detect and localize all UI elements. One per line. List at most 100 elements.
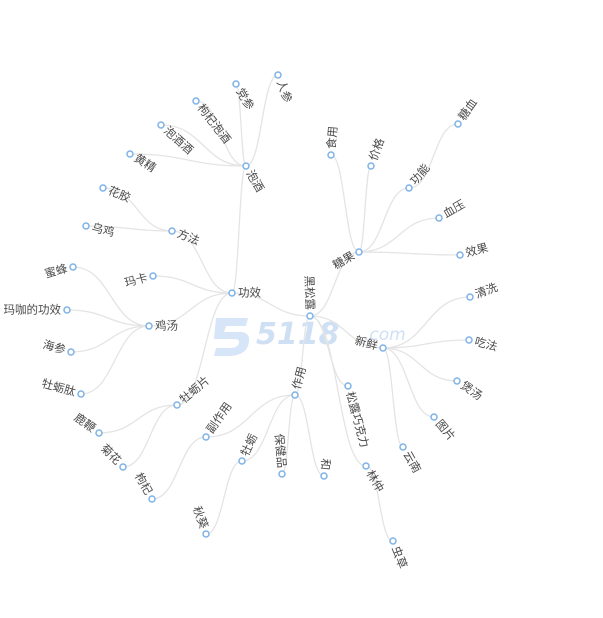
tree-node[interactable]: 食用: [324, 125, 340, 159]
tree-node[interactable]: 党参: [232, 80, 257, 113]
node-dot[interactable]: [69, 263, 77, 271]
node-dot[interactable]: [157, 121, 165, 129]
node-dot[interactable]: [466, 293, 474, 301]
node-label: 鹿鞭: [72, 410, 99, 435]
tree-node[interactable]: 黑松露: [302, 275, 317, 320]
node-dot[interactable]: [202, 530, 210, 538]
node-dot[interactable]: [77, 390, 85, 398]
node-dot[interactable]: [362, 462, 370, 470]
node-dot[interactable]: [173, 401, 181, 409]
node-dot[interactable]: [168, 227, 176, 235]
node-dot[interactable]: [145, 322, 153, 330]
node-dot[interactable]: [126, 150, 134, 158]
node-dot[interactable]: [82, 222, 90, 230]
tree-link: [382, 339, 470, 349]
node-dot[interactable]: [278, 470, 286, 478]
node-dot[interactable]: [99, 184, 107, 192]
node-dot[interactable]: [95, 429, 103, 437]
tree-node[interactable]: 功效: [228, 286, 261, 300]
tree-link: [171, 230, 233, 294]
node-dot[interactable]: [274, 71, 282, 79]
tree-node[interactable]: 价格: [366, 136, 387, 170]
tree-node[interactable]: 鸡汤: [145, 319, 178, 333]
tree-node[interactable]: 副作用: [202, 400, 235, 441]
tree-node[interactable]: 煲汤: [453, 377, 485, 403]
node-dot[interactable]: [367, 162, 375, 170]
tree-node[interactable]: 玛卡: [123, 270, 157, 290]
tree-node[interactable]: 乌鸡: [82, 220, 116, 239]
node-dot[interactable]: [405, 184, 413, 192]
node-dot[interactable]: [238, 457, 246, 465]
node-dot[interactable]: [399, 443, 407, 451]
tree-node[interactable]: 功能: [405, 161, 433, 192]
node-dot[interactable]: [389, 537, 397, 545]
node-label: 价格: [366, 136, 387, 163]
node-dot[interactable]: [306, 312, 314, 320]
tree-node[interactable]: 菊花: [98, 441, 127, 471]
tree-node[interactable]: 糖血: [454, 96, 480, 128]
node-label: 鸡汤: [155, 319, 178, 333]
tree-node[interactable]: 保健品: [272, 433, 289, 478]
tree-node[interactable]: 虫草: [389, 537, 410, 570]
tree-node[interactable]: 牡蛎肽: [40, 376, 85, 399]
node-dot[interactable]: [465, 336, 473, 344]
tree-node[interactable]: 牡蛎片: [173, 373, 212, 409]
tree-link: [245, 74, 279, 167]
tree-node[interactable]: 花胶: [99, 183, 133, 205]
tree-node[interactable]: 清洗: [466, 280, 500, 301]
node-label: 煲汤: [458, 378, 485, 403]
tree-node[interactable]: 枸杞: [132, 470, 156, 503]
tree-node[interactable]: 新鲜: [353, 333, 387, 353]
tree-link: [294, 394, 325, 477]
tree-node[interactable]: 和: [318, 458, 333, 480]
tree-node[interactable]: 吃法: [465, 334, 499, 354]
tree-node[interactable]: 效果: [456, 240, 490, 260]
node-label: 糖果: [330, 248, 357, 272]
node-dot[interactable]: [453, 377, 461, 385]
tree-node[interactable]: 林仲: [362, 462, 387, 494]
node-dot[interactable]: [327, 151, 335, 159]
node-dot[interactable]: [192, 97, 200, 105]
tree-node[interactable]: 蜜蜂: [43, 261, 77, 281]
node-dot[interactable]: [63, 306, 71, 314]
tree-node[interactable]: 人参: [274, 71, 295, 105]
tree-node[interactable]: 海参: [41, 337, 75, 357]
tree-node[interactable]: 糖果: [330, 248, 363, 272]
node-dot[interactable]: [454, 120, 462, 128]
node-label: 菊花: [98, 441, 125, 468]
node-dot[interactable]: [430, 413, 438, 421]
node-dot[interactable]: [379, 344, 387, 352]
tree-node[interactable]: 枸杞泡酒: [192, 97, 234, 146]
node-dot[interactable]: [435, 214, 443, 222]
node-dot[interactable]: [148, 495, 156, 503]
tree-link: [231, 165, 247, 294]
node-dot[interactable]: [232, 80, 240, 88]
tree-link: [70, 325, 150, 353]
node-dot[interactable]: [228, 289, 236, 297]
tree-node[interactable]: 泡酒: [242, 162, 267, 194]
node-dot[interactable]: [119, 463, 127, 471]
node-label: 人参: [274, 78, 295, 105]
tree-node[interactable]: 血压: [435, 197, 467, 222]
node-dot[interactable]: [320, 472, 328, 480]
tree-node[interactable]: 图片: [430, 413, 458, 443]
node-dot[interactable]: [456, 251, 464, 259]
tree-node[interactable]: 玛咖的功效: [4, 303, 71, 317]
tree-node[interactable]: 秋葵: [190, 504, 211, 538]
node-dot[interactable]: [344, 382, 352, 390]
node-dot[interactable]: [202, 433, 210, 441]
tree-node[interactable]: 云南: [399, 443, 424, 475]
node-label: 牡蛎: [238, 432, 260, 459]
node-dot[interactable]: [291, 391, 299, 399]
tree-node[interactable]: 松露巧克力: [343, 382, 372, 449]
tree-node[interactable]: 鹿鞭: [72, 410, 103, 437]
node-dot[interactable]: [242, 162, 250, 170]
tree-node[interactable]: 作用: [289, 365, 309, 399]
tree-node[interactable]: 方法: [168, 226, 202, 248]
node-label: 新鲜: [353, 333, 379, 353]
node-dot[interactable]: [149, 272, 157, 280]
node-label: 糖血: [455, 96, 480, 123]
tree-link: [358, 187, 410, 253]
node-dot[interactable]: [355, 248, 363, 256]
node-dot[interactable]: [67, 348, 75, 356]
